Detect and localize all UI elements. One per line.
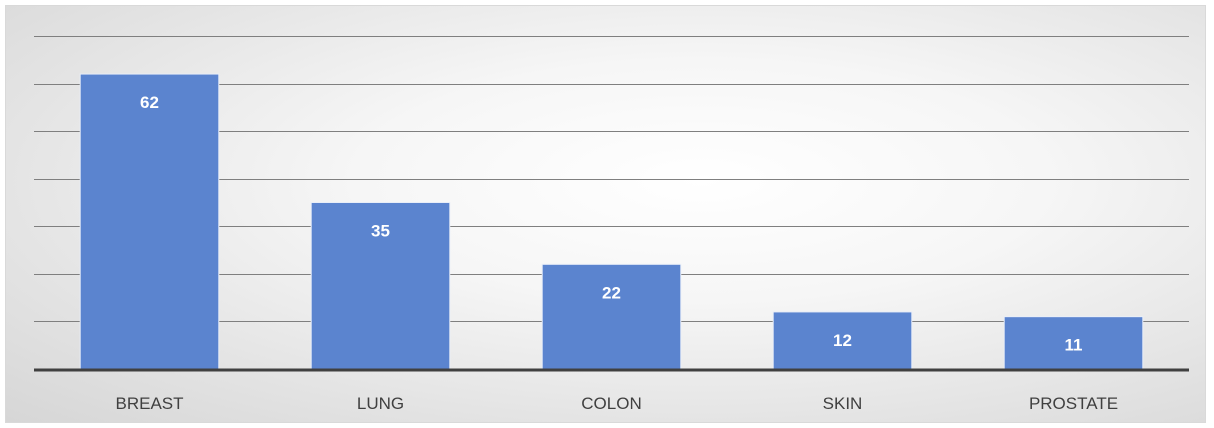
- category-label-lung: LUNG: [357, 394, 404, 413]
- data-labels: 62 35 22 12 11: [140, 93, 1082, 355]
- gridlines: [34, 36, 1189, 322]
- bar-breast: [79, 73, 220, 370]
- category-label-colon: COLON: [581, 394, 641, 413]
- data-label-breast: 62: [140, 93, 159, 112]
- data-label-prostate: 11: [1065, 336, 1083, 355]
- category-label-breast: BREAST: [115, 394, 183, 413]
- data-label-lung: 35: [371, 222, 390, 241]
- bar-prostate: [1003, 316, 1144, 370]
- data-label-skin: 12: [833, 331, 852, 350]
- bar-colon: [541, 263, 682, 370]
- category-label-prostate: PROSTATE: [1029, 394, 1118, 413]
- chart-area: 62 35 22 12 11 BREAST LUNG COLON SKIN PROSTATE: [5, 5, 1206, 423]
- bar-skin: [772, 311, 913, 370]
- bar-chart: 62 35 22 12 11 BREAST LUNG COLON SKIN PROSTATE: [34, 36, 1189, 413]
- category-labels: BREAST LUNG COLON SKIN PROSTATE: [115, 394, 1118, 413]
- bars: [79, 73, 1144, 370]
- category-label-skin: SKIN: [823, 394, 863, 413]
- data-label-colon: 22: [602, 283, 621, 302]
